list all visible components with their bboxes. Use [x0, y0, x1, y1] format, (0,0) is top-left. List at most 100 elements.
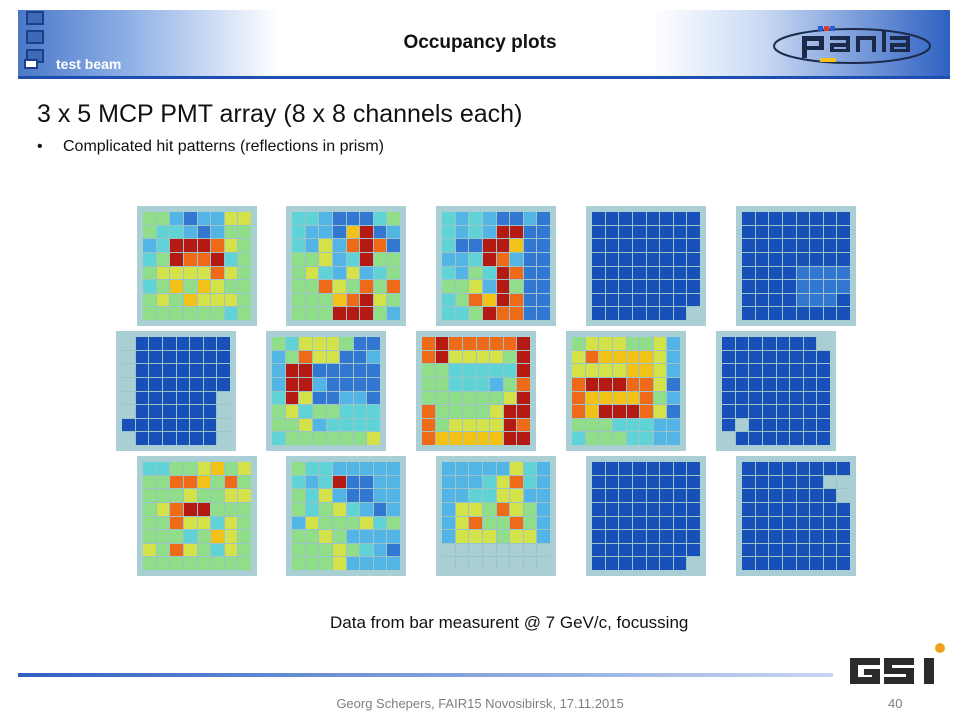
- pmt-channel: [224, 475, 238, 489]
- pmt-channel: [176, 418, 190, 432]
- pmt-channel: [660, 489, 673, 502]
- pmt-channel: [387, 462, 400, 475]
- pmt-channel: [673, 530, 687, 543]
- pmt-channel: [292, 516, 305, 530]
- pmt-channel: [340, 391, 353, 405]
- pmt-channel: [653, 432, 667, 445]
- pmt-channel: [660, 252, 673, 266]
- pmt-channel: [319, 293, 332, 307]
- pmt-channel: [619, 293, 632, 307]
- pmt-channel: [469, 462, 482, 475]
- pmt-channel: [776, 364, 790, 377]
- pmt-channel: [360, 516, 373, 530]
- pmt-channel: [224, 543, 238, 557]
- pmt-channel: [455, 543, 469, 557]
- pmt-channel: [605, 212, 619, 225]
- pmt-channel: [653, 337, 667, 350]
- pmt-channel: [673, 280, 687, 293]
- pmt-channel: [496, 530, 510, 543]
- pmt-channel: [626, 364, 640, 377]
- pmt-channel: [156, 475, 170, 489]
- pmt-channel: [769, 212, 782, 225]
- pmt-channel: [762, 337, 776, 350]
- pmt-channel: [224, 530, 238, 543]
- pmt-channel: [346, 462, 360, 475]
- pmt-channel: [810, 225, 823, 239]
- pmt-channel: [135, 364, 149, 377]
- pmt-channel: [346, 489, 360, 502]
- pmt-channel: [742, 212, 755, 225]
- pmt-channel: [810, 239, 823, 252]
- pmt-channel: [170, 543, 183, 557]
- pmt-channel: [149, 377, 162, 391]
- pmt-channel: [762, 377, 776, 391]
- pmt-channel: [517, 377, 530, 391]
- pmt-channel: [305, 307, 319, 320]
- pmt-channel: [217, 391, 230, 405]
- pmt-channel: [782, 307, 796, 320]
- pmt-channel: [143, 502, 156, 516]
- pmt-channel: [592, 225, 605, 239]
- pmt-channel: [585, 337, 599, 350]
- pmt-channel: [796, 266, 810, 280]
- pmt-channel: [156, 530, 170, 543]
- pmt-channel: [353, 405, 367, 418]
- pmt-channel: [619, 557, 632, 570]
- pmt-channel: [762, 432, 776, 445]
- bullet-item: • Complicated hit patterns (reflections i…: [37, 138, 384, 156]
- pmt-channel: [462, 405, 476, 418]
- pmt-channel: [769, 530, 782, 543]
- pmt-channel: [673, 502, 687, 516]
- pmt-channel: [455, 307, 469, 320]
- pmt-channel: [523, 489, 537, 502]
- pmt-channel: [238, 225, 251, 239]
- pmt-channel: [803, 432, 817, 445]
- pmt-channel: [782, 543, 796, 557]
- pmt-channel: [490, 350, 503, 364]
- pmt-channel: [340, 418, 353, 432]
- pmt-channel: [183, 239, 197, 252]
- pmt-channel: [503, 432, 517, 445]
- pmt-channel: [755, 293, 769, 307]
- pmt-channel: [660, 557, 673, 570]
- pmt-channel: [387, 252, 400, 266]
- pmt-channel: [476, 418, 490, 432]
- pmt-channel: [353, 391, 367, 405]
- pmt-channel: [455, 475, 469, 489]
- pmt-channel: [183, 502, 197, 516]
- pmt-channel: [360, 252, 373, 266]
- pmt-channel: [523, 280, 537, 293]
- pmt-channel: [203, 377, 217, 391]
- pmt-channel: [755, 557, 769, 570]
- pmt-channel: [170, 212, 183, 225]
- pmt-channel: [660, 212, 673, 225]
- pmt-channel: [537, 225, 550, 239]
- pmt-channel: [755, 475, 769, 489]
- pmt-channel: [299, 391, 312, 405]
- pmt-channel: [673, 543, 687, 557]
- pmt-channel: [162, 391, 176, 405]
- pmt-channel: [346, 293, 360, 307]
- pmt-channel: [217, 364, 230, 377]
- pmt-channel: [790, 432, 803, 445]
- pmt-channel: [149, 337, 162, 350]
- pmt-channel: [346, 502, 360, 516]
- pmt-channel: [510, 225, 523, 239]
- pmt-channel: [469, 489, 482, 502]
- pmt-channel: [612, 350, 626, 364]
- pmt-channel: [626, 350, 640, 364]
- pmt-channel: [272, 350, 285, 364]
- pmt-channel: [190, 350, 203, 364]
- pmt-channel: [272, 391, 285, 405]
- pmt-channel: [122, 405, 135, 418]
- pmt-channel: [387, 516, 400, 530]
- pmt-channel: [782, 266, 796, 280]
- pmt-channel: [810, 212, 823, 225]
- pmt-channel: [469, 307, 482, 320]
- pmt-channel: [476, 337, 490, 350]
- pmt-channel: [449, 350, 462, 364]
- pmt-channel: [510, 502, 523, 516]
- pmt-channel: [346, 266, 360, 280]
- pmt-channel: [660, 293, 673, 307]
- pmt-channel: [292, 280, 305, 293]
